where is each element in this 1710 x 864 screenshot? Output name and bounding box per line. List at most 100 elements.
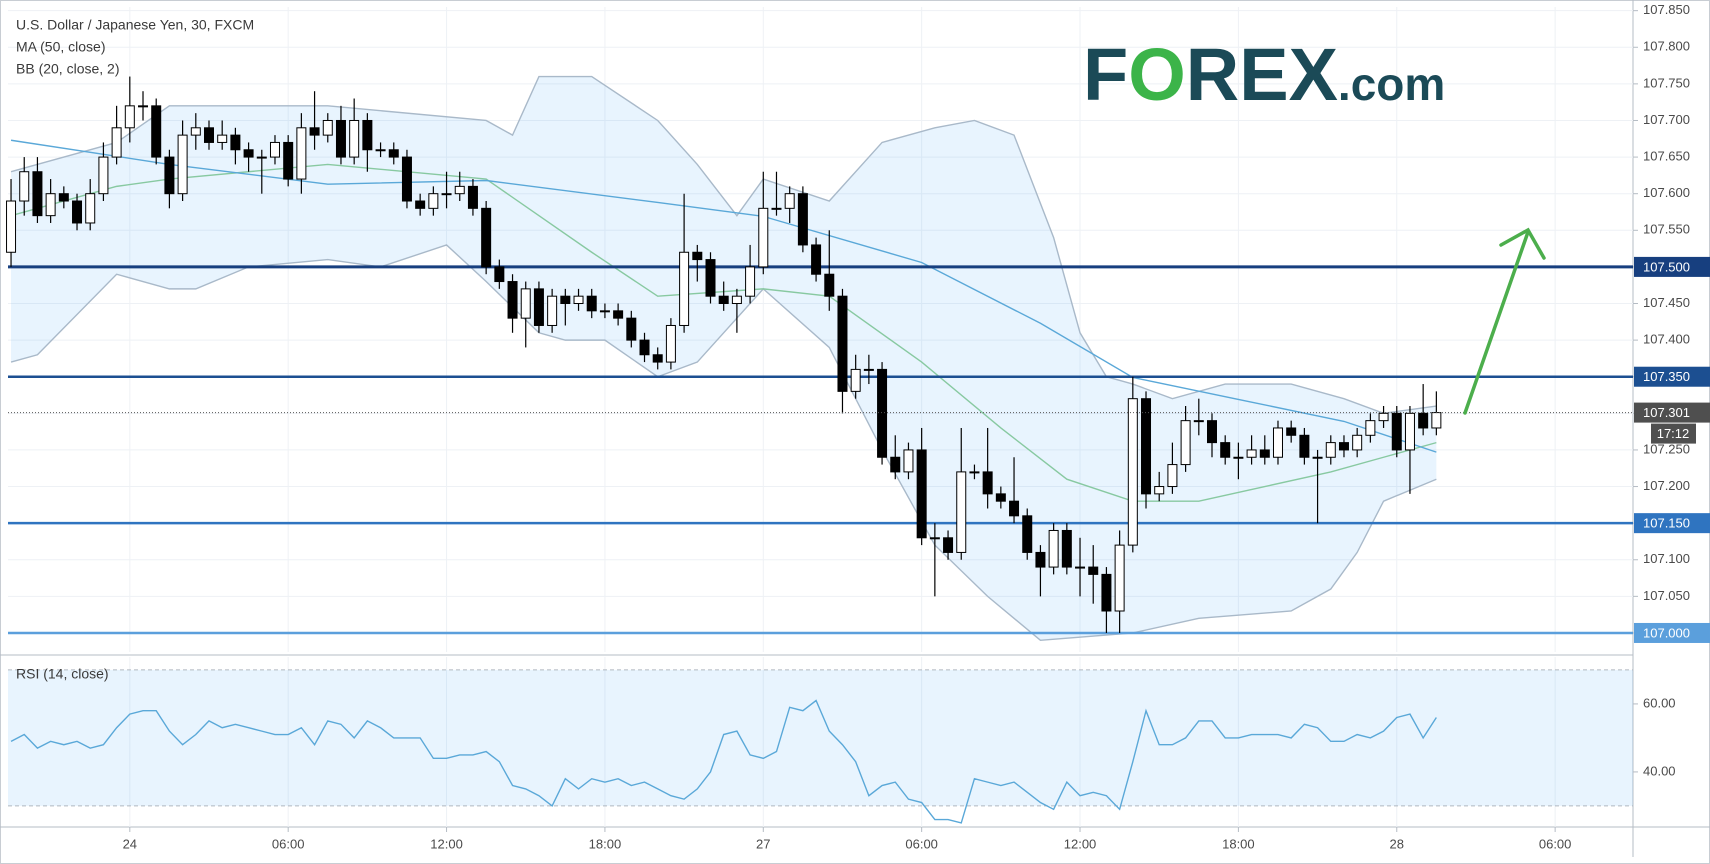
candle-body	[243, 149, 254, 158]
candle-body	[1286, 427, 1297, 436]
candle-body	[890, 456, 901, 473]
candle-body	[533, 288, 544, 326]
candle-body	[995, 493, 1006, 502]
candle-body	[692, 251, 703, 261]
candle-body	[309, 127, 320, 136]
candle-body	[956, 471, 967, 553]
y-tick-label: 107.700	[1643, 112, 1690, 127]
logo-part: O	[1128, 33, 1186, 116]
candle-body	[1154, 486, 1165, 495]
candle-body	[811, 244, 822, 275]
y-tick-label: 107.750	[1643, 75, 1690, 90]
candle-body	[415, 200, 426, 209]
candle-body	[1061, 529, 1072, 568]
candle-body	[1180, 420, 1191, 466]
candle-body	[322, 119, 333, 136]
candle-body	[1141, 398, 1152, 495]
y-tick-label: 107.050	[1643, 588, 1690, 603]
x-tick-label: 18:00	[1222, 836, 1255, 851]
candle-body	[494, 266, 505, 283]
candle-body	[19, 171, 30, 202]
candle-body	[652, 354, 663, 363]
candle-body	[586, 295, 597, 312]
candle-body	[982, 471, 993, 495]
y-tick-label: 107.650	[1643, 149, 1690, 164]
candle-body	[745, 266, 756, 297]
candle-body	[1035, 551, 1046, 568]
plot	[6, 75, 1633, 824]
candle-body	[1233, 456, 1244, 459]
candle-body	[560, 295, 571, 305]
candle-body	[837, 295, 848, 392]
candle-body	[401, 156, 412, 202]
level-label-box	[1634, 622, 1710, 643]
candle-body	[283, 141, 294, 180]
arrow-shaft	[1463, 230, 1530, 415]
x-tick-label: 12:00	[1064, 836, 1097, 851]
logo: FOREX.com	[1083, 33, 1445, 116]
candle-body	[1391, 412, 1402, 451]
y-tick-label: 40.00	[1643, 763, 1676, 778]
candle-body	[230, 134, 241, 151]
candle-body	[467, 185, 478, 209]
x-tick-label: 27	[756, 836, 770, 851]
candle-body	[1299, 434, 1310, 458]
candle-body	[1009, 500, 1020, 517]
candle-body	[1365, 420, 1376, 436]
y-tick-label: 60.00	[1643, 695, 1676, 710]
candle-body	[1207, 420, 1218, 444]
y-tick-label: 107.450	[1643, 295, 1690, 310]
y-tick-label: 107.250	[1643, 441, 1690, 456]
logo-part: REX	[1186, 33, 1338, 116]
candle-body	[797, 193, 808, 246]
candle-body	[111, 127, 122, 158]
level-label: 107.150	[1643, 516, 1690, 531]
candle-body	[731, 295, 742, 305]
chart-title: U.S. Dollar / Japanese Yen, 30, FXCM	[16, 17, 254, 33]
candle-body	[599, 310, 610, 313]
candle-body	[1127, 398, 1138, 546]
candle-body	[850, 368, 861, 392]
last-price-label: 107.301	[1643, 405, 1690, 420]
y-tick-label: 107.100	[1643, 551, 1690, 566]
candle-body	[1246, 449, 1257, 458]
level-label-box	[1634, 256, 1710, 277]
candle-body	[1220, 442, 1231, 458]
level-label-box	[1634, 513, 1710, 534]
candle-body	[124, 105, 135, 129]
y-tick-label: 107.550	[1643, 222, 1690, 237]
candle-body	[1101, 573, 1112, 612]
candle-body	[1114, 544, 1125, 612]
candle-body	[520, 288, 531, 319]
rsi-band	[8, 669, 1633, 806]
candle-body	[203, 127, 214, 143]
countdown-box	[1651, 423, 1696, 444]
logo-part: F	[1083, 33, 1128, 116]
candle-body	[177, 134, 188, 195]
candle-body	[863, 368, 874, 371]
candle-body	[441, 193, 452, 196]
candle-body	[613, 310, 624, 319]
candle-body	[1075, 566, 1086, 569]
candle-body	[428, 193, 439, 209]
x-tick-label: 24	[123, 836, 137, 851]
candle-body	[72, 200, 83, 224]
candle-body	[164, 156, 175, 195]
x-tick-label: 28	[1390, 836, 1404, 851]
candle-body	[32, 171, 43, 217]
level-label: 107.350	[1643, 369, 1690, 384]
candle-body	[335, 119, 346, 158]
candle-body	[6, 200, 17, 253]
candle-body	[217, 134, 228, 143]
y-tick-label: 107.200	[1643, 478, 1690, 493]
candle-body	[718, 295, 729, 305]
candle-body	[1167, 464, 1178, 488]
candle-body	[190, 127, 201, 136]
last-price-box	[1634, 402, 1710, 423]
y-tick-label: 107.400	[1643, 332, 1690, 347]
candle-body	[1259, 449, 1270, 458]
candle-body	[877, 368, 888, 458]
candle-body	[903, 449, 914, 473]
